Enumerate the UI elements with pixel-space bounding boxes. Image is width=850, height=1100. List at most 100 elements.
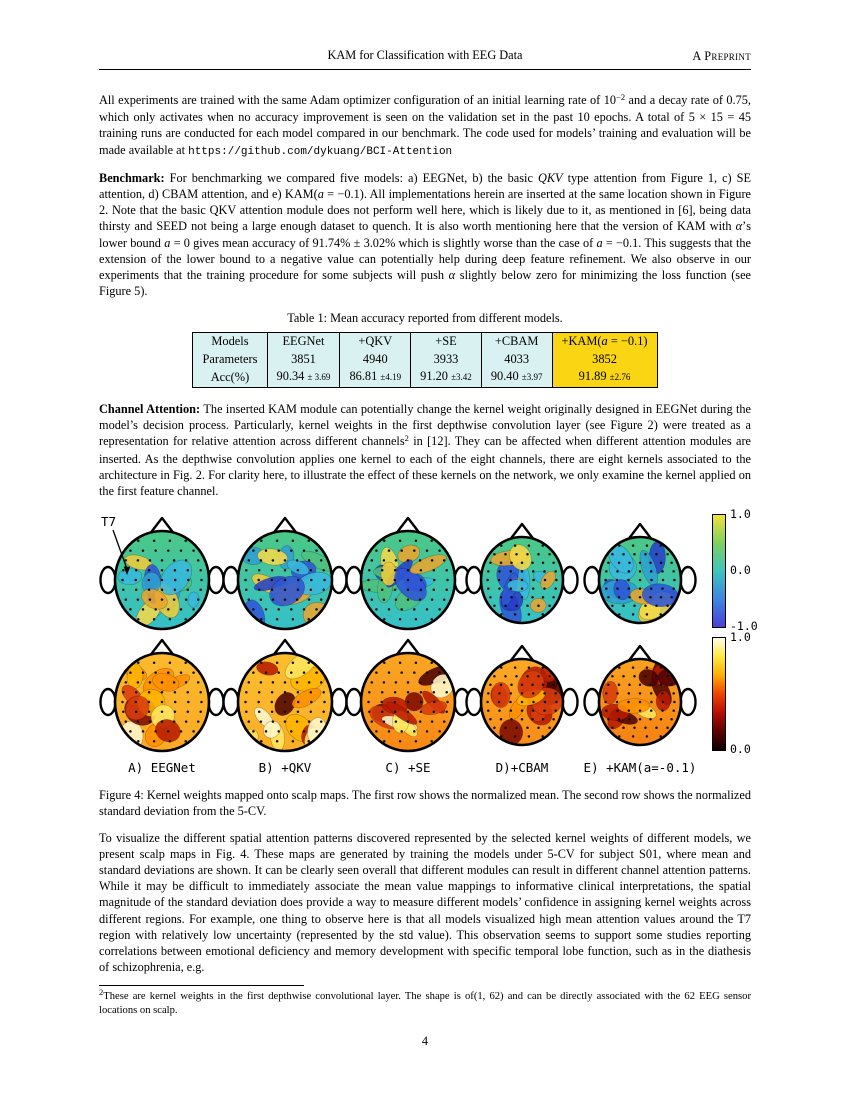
text-segment: 2: [99, 987, 104, 998]
paragraph-channel-attention: Channel Attention: The inserted KAM modu…: [99, 401, 751, 499]
colorbar-std-tick: 1.0: [730, 630, 751, 645]
text-segment: = −0.1. This suggests that the extension…: [99, 235, 752, 283]
accuracy-value: 90.40: [490, 369, 522, 384]
table-row: Acc(%) 90.34 ± 3.69 86.81 ±4.19 91.20 ±3.42…: [192, 368, 658, 388]
text-segment: Channel Attention:: [99, 401, 204, 416]
scalp-map-std-1: [92, 630, 232, 770]
accuracy-value: 91.20: [420, 369, 452, 384]
t7-annotation-label: T7: [101, 514, 117, 530]
colorbar-mean-tick: -1.0: [730, 619, 758, 634]
page-header: KAM for Classification with EEG Data A P…: [99, 48, 751, 70]
page-number: 4: [421, 1033, 429, 1048]
text-segment: a: [164, 235, 171, 250]
scalp-map-mean-3: [338, 508, 478, 648]
text-segment: The inserted KAM module can potentially …: [99, 401, 751, 449]
text-segment: a: [317, 187, 324, 202]
accuracy-std: ±4.19: [380, 372, 402, 383]
table-cell: 91.89 ±2.76: [551, 368, 658, 388]
text-segment: α: [735, 219, 743, 234]
text-segment: a: [596, 235, 603, 250]
row-label-cell: Parameters: [192, 350, 267, 369]
model-name: a: [601, 334, 608, 349]
scalp-map-std-2: [215, 630, 355, 770]
accuracy-std: ±2.76: [609, 372, 631, 383]
text-segment: All experiments are trained with the sam…: [99, 93, 617, 107]
accuracy-value: 90.34: [276, 369, 308, 384]
scalp-map-mean-2: [215, 508, 355, 648]
row-label-cell: Acc(%): [192, 368, 267, 388]
scalp-map-mean-1: [92, 508, 232, 648]
text-segment: in [12]. They can be affected when diffe…: [99, 434, 752, 498]
table-cell: 91.20 ±3.42: [410, 368, 482, 388]
accuracy-value: 91.89: [578, 369, 610, 384]
text-segment: −2: [616, 92, 626, 102]
colorbar-std: 1.0 0.0: [712, 630, 772, 756]
table-cell: 86.81 ±4.19: [339, 368, 411, 388]
map-label-2: B) +QKV: [258, 760, 312, 776]
scalp-map-std-3: [338, 630, 478, 770]
text-segment: type attention from Figure 1, c) SE atte…: [99, 170, 752, 202]
table-cell: +KAM(a = −0.1): [551, 332, 658, 351]
table-cell: +SE: [410, 332, 482, 351]
colorbar-std-tick: 0.0: [730, 742, 751, 757]
running-title: KAM for Classification with EEG Data: [327, 48, 523, 62]
table-cell: 3851: [266, 350, 340, 369]
map-label-3: C) +SE: [385, 760, 431, 776]
footnote: 2These are kernel weights in the first d…: [99, 987, 751, 1017]
map-label-1: A) EEGNet: [128, 760, 196, 776]
scalp-map-std-5: [570, 630, 710, 770]
map-label-5: E) +KAM(a=-0.1): [583, 760, 697, 776]
table-cell: 3852: [551, 350, 658, 369]
colorbar-mean: 1.0 0.0 -1.0: [712, 507, 772, 633]
t7-arrow: [112, 529, 131, 576]
accuracy-std: ±3.42: [451, 372, 472, 383]
text-segment: slightly below zero for minimizing the l…: [99, 268, 752, 299]
colorbar-mean-bar: [712, 514, 726, 629]
preprint-label: A Preprint: [692, 49, 751, 63]
table-cell: 4033: [480, 350, 552, 369]
colorbar-std-bar: [712, 637, 726, 752]
map-label-4: D)+CBAM: [495, 760, 549, 776]
text-segment: and a decay rate of 0.75, which only act…: [99, 93, 751, 157]
accuracy-std: ± 3.69: [307, 372, 331, 383]
table-cell: 90.40 ±3.97: [480, 368, 552, 388]
table-cell: +QKV: [339, 332, 411, 351]
code-repo-link[interactable]: https://github.com/dykuang/BCI-Attention: [188, 145, 453, 158]
text-segment: ’s lower bound: [99, 219, 751, 250]
text-segment: To visualize the different spatial atten…: [99, 830, 751, 975]
scalp-map-mean-4: [452, 508, 592, 648]
table-row: Models EEGNet +QKV +SE +CBAM +KAM(a = −0.1): [192, 332, 658, 351]
scalp-map-std-4: [452, 630, 592, 770]
text-segment: = −0.1). All implementations herein are …: [99, 187, 751, 234]
accuracy-value: 86.81: [349, 369, 381, 384]
model-name: +KAM(: [561, 334, 602, 349]
table-cell: 3933: [410, 350, 482, 369]
table-cell: 4940: [339, 350, 411, 369]
row-label-cell: Models: [192, 332, 267, 351]
scalp-map-mean-5: [570, 508, 710, 648]
text-segment: α: [448, 268, 456, 283]
colorbar-mean-tick: 0.0: [730, 563, 751, 578]
text-segment: These are kernel weights in the first de…: [99, 991, 751, 1016]
colorbar-mean-tick: 1.0: [730, 507, 751, 522]
figure-caption: Figure 4: Kernel weights mapped onto sca…: [99, 788, 751, 819]
text-segment: 2: [404, 433, 409, 444]
figure-4-scalp-maps: T7: [99, 507, 758, 779]
table-row: Parameters 3851 4940 3933 4033 3852: [192, 350, 658, 369]
table-caption: Table 1: Mean accuracy reported from dif…: [287, 311, 563, 326]
footnote-divider: [99, 985, 304, 990]
text-segment: QKV: [537, 170, 563, 185]
table-cell: +CBAM: [480, 332, 552, 351]
text-segment: = 0 gives mean accuracy of 91.74% ± 3.02…: [170, 235, 597, 250]
paragraph-discussion: To visualize the different spatial atten…: [99, 830, 751, 976]
model-name: = −0.1): [607, 334, 648, 349]
text-segment: Benchmark:: [99, 170, 170, 185]
results-table: Models EEGNet +QKV +SE +CBAM +KAM(a = −0.1) Pa…: [192, 332, 658, 388]
paragraph-benchmark: Benchmark: For benchmarking we compared …: [99, 170, 751, 300]
accuracy-std: ±3.97: [521, 372, 543, 383]
text-segment: For benchmarking we compared five models…: [169, 170, 538, 185]
table-cell: EEGNet: [266, 332, 340, 351]
paragraph-intro: All experiments are trained with the sam…: [99, 92, 751, 160]
table-cell: 90.34 ± 3.69: [266, 368, 340, 388]
